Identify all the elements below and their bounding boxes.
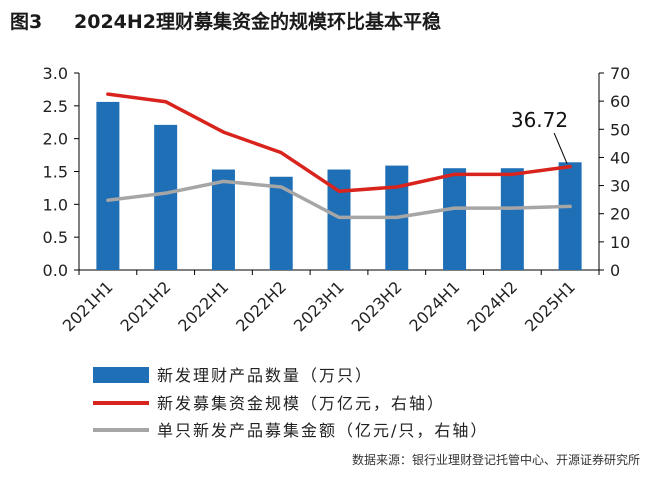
line-series bbox=[106, 92, 572, 220]
right-tick-label: 20 bbox=[610, 205, 630, 224]
x-tick-label: 2022H2 bbox=[232, 277, 290, 335]
annotation-label: 36.72 bbox=[511, 108, 568, 132]
bar bbox=[500, 168, 524, 270]
left-tick-label: 0.0 bbox=[43, 261, 68, 280]
annotation: 36.72 bbox=[511, 108, 568, 164]
left-tick-label: 2.5 bbox=[43, 97, 68, 116]
bar bbox=[211, 169, 235, 270]
figure-title: 图3 2024H2理财募集资金的规模环比基本平稳 bbox=[10, 7, 650, 37]
x-tick-label: 2021H1 bbox=[59, 277, 117, 335]
legend: 新发理财产品数量（万只） 新发募集资金规模（万亿元，右轴） 单只新发产品募集金额（亿… bbox=[93, 366, 488, 440]
figure-number: 图3 bbox=[10, 11, 43, 33]
x-tick-label: 2024H2 bbox=[463, 277, 521, 335]
source-note: 数据来源：银行业理财登记托管中心、开源证券研究所 bbox=[351, 453, 640, 467]
figure-title-text: 2024H2理财募集资金的规模环比基本平稳 bbox=[74, 11, 442, 33]
left-tick-label: 2.0 bbox=[43, 130, 68, 149]
fundraising-scale-line bbox=[106, 92, 572, 193]
legend-label: 单只新发产品募集金额（亿元/只，右轴） bbox=[157, 421, 488, 440]
bar-series bbox=[96, 101, 582, 270]
x-tick-label: 2024H1 bbox=[405, 277, 463, 335]
right-tick-label: 50 bbox=[610, 120, 630, 139]
x-tick-label: 2022H1 bbox=[174, 277, 232, 335]
per-product-amount-line bbox=[106, 179, 572, 220]
legend-swatch-bar bbox=[93, 367, 149, 383]
left-tick-label: 3.0 bbox=[43, 64, 68, 83]
x-tick-label: 2023H2 bbox=[348, 277, 406, 335]
right-tick-label: 10 bbox=[610, 233, 630, 252]
bar bbox=[558, 162, 582, 270]
legend-label: 新发理财产品数量（万只） bbox=[157, 366, 373, 385]
left-tick-label: 1.5 bbox=[43, 163, 68, 182]
bar bbox=[154, 124, 178, 270]
right-tick-label: 60 bbox=[610, 92, 630, 111]
x-tick-label: 2025H1 bbox=[521, 277, 579, 335]
legend-label: 新发募集资金规模（万亿元，右轴） bbox=[157, 394, 445, 413]
bar bbox=[443, 168, 467, 270]
annotation-leader-line bbox=[553, 132, 568, 164]
x-tick-label: 2023H1 bbox=[290, 277, 348, 335]
right-tick-label: 40 bbox=[610, 148, 630, 167]
bar bbox=[327, 169, 351, 270]
right-tick-label: 30 bbox=[610, 177, 630, 196]
right-tick-label: 70 bbox=[610, 64, 630, 83]
bar bbox=[96, 101, 120, 270]
left-tick-label: 1.0 bbox=[43, 195, 68, 214]
right-tick-label: 0 bbox=[610, 261, 620, 280]
left-tick-label: 0.5 bbox=[43, 228, 68, 247]
x-tick-label: 2021H2 bbox=[117, 277, 175, 335]
bar bbox=[269, 176, 293, 270]
